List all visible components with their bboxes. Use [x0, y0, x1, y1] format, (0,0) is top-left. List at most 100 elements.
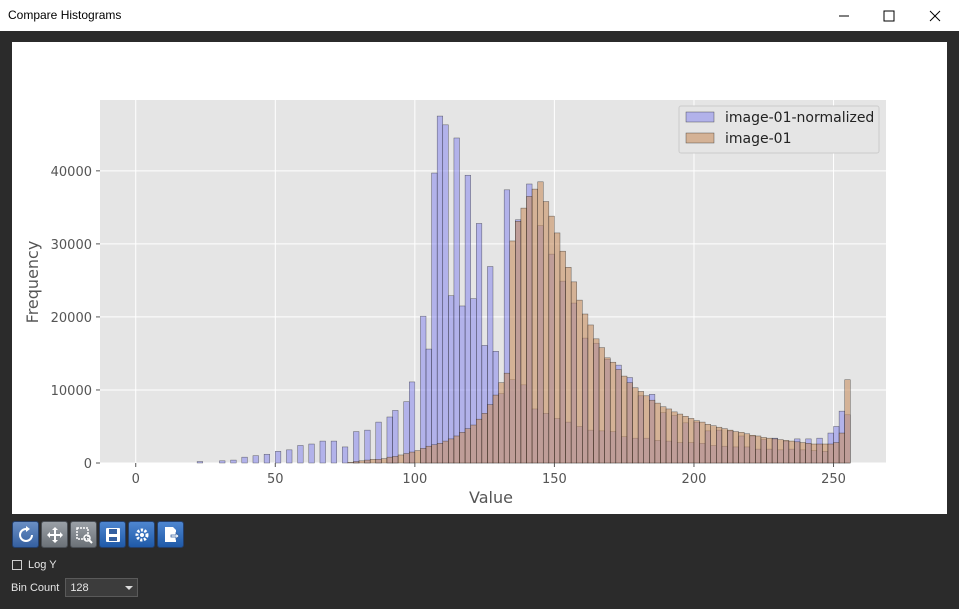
bar-original: [598, 347, 605, 464]
bar-original: [621, 375, 628, 464]
bar-original: [738, 432, 745, 464]
plot-toolbar: [12, 521, 184, 549]
bar-original: [794, 441, 801, 464]
bar-original: [403, 453, 410, 464]
bar-original: [654, 402, 661, 464]
bar-original: [448, 438, 455, 464]
bar-original: [704, 424, 711, 464]
bar-original: [710, 425, 717, 464]
bar-normalized: [252, 455, 259, 464]
bar-original: [660, 406, 667, 464]
bar-original: [358, 460, 365, 464]
bar-original: [464, 428, 471, 464]
bar-original: [386, 456, 393, 464]
bar-original: [783, 440, 790, 464]
bar-normalized: [230, 459, 237, 464]
bar-original: [827, 443, 834, 464]
window-title: Compare Histograms: [8, 8, 122, 22]
y-axis-label: Frequency: [23, 241, 42, 324]
y-tick-label: 20000: [51, 311, 92, 326]
bar-original: [844, 379, 851, 464]
chevron-down-icon: [125, 586, 134, 590]
bar-original: [727, 429, 734, 464]
zoom-button[interactable]: [70, 521, 97, 548]
bar-original: [554, 232, 561, 464]
bar-original: [526, 196, 533, 464]
x-tick-label: 100: [402, 472, 427, 487]
bar-original: [431, 444, 438, 464]
bar-normalized: [297, 445, 304, 464]
minimize-button[interactable]: [821, 0, 867, 31]
bar-original: [838, 432, 845, 464]
export-button[interactable]: [157, 521, 184, 548]
bar-normalized: [425, 348, 432, 464]
bar-original: [604, 357, 611, 464]
reset-icon: [18, 525, 33, 542]
bar-normalized: [241, 456, 248, 464]
bar-original: [721, 428, 728, 464]
reset-button[interactable]: [12, 521, 39, 548]
pan-button[interactable]: [41, 521, 68, 548]
save-button[interactable]: [99, 521, 126, 548]
bar-original: [755, 435, 762, 464]
x-axis-label: Value: [469, 488, 513, 507]
bar-original: [799, 442, 806, 464]
legend-label-original: image-01: [725, 131, 791, 147]
bar-original: [498, 382, 505, 464]
log-y-label: Log Y: [28, 559, 57, 571]
x-tick-label: 150: [542, 472, 567, 487]
bar-original: [375, 459, 382, 464]
bar-normalized: [196, 461, 203, 464]
bar-original: [515, 220, 522, 464]
bar-normalized: [219, 460, 226, 464]
bar-original: [476, 418, 483, 464]
bar-original: [531, 188, 538, 464]
bar-original: [414, 450, 421, 464]
bin-count-control: Bin Count 128: [11, 578, 139, 597]
y-tick-label: 40000: [51, 165, 92, 180]
bar-original: [749, 434, 756, 464]
legend-swatch-original: [685, 132, 715, 144]
bar-original: [481, 413, 488, 464]
bin-count-label: Bin Count: [11, 581, 60, 594]
y-tick-label: 0: [84, 457, 92, 472]
bar-original: [587, 324, 594, 464]
log-y-checkbox[interactable]: [12, 560, 22, 570]
y-tick-label: 30000: [51, 238, 92, 253]
settings-button[interactable]: [128, 521, 155, 548]
bar-original: [743, 433, 751, 464]
bar-normalized: [453, 137, 460, 464]
bar-original: [699, 421, 706, 464]
bar-original: [810, 443, 818, 464]
bin-count-select[interactable]: 128: [65, 578, 139, 597]
maximize-icon: [883, 10, 895, 21]
bar-original: [520, 207, 527, 464]
bar-original: [442, 440, 449, 464]
log-y-control: Log Y: [12, 559, 57, 571]
save-icon: [105, 527, 120, 542]
bar-original: [542, 201, 550, 464]
bar-original: [637, 391, 644, 464]
bar-original: [576, 299, 583, 464]
title-bar: Compare Histograms: [0, 0, 959, 31]
bar-original: [381, 458, 388, 464]
maximize-button[interactable]: [866, 0, 912, 31]
x-tick-label: 0: [132, 472, 140, 487]
bar-normalized: [448, 295, 455, 464]
bar-original: [409, 451, 416, 464]
bar-normalized: [431, 172, 438, 464]
bar-normalized: [375, 421, 382, 464]
bar-original: [593, 338, 600, 464]
bar-normalized: [420, 315, 427, 464]
bar-normalized: [319, 440, 326, 464]
bar-original: [833, 442, 840, 464]
close-button[interactable]: [912, 0, 958, 31]
x-tick-label: 200: [682, 472, 707, 487]
export-icon: [164, 526, 180, 542]
bar-original: [766, 437, 773, 464]
bar-original: [716, 426, 723, 464]
bar-original: [816, 443, 823, 464]
histogram-chart[interactable]: 0 50 100 150 200 250 0 10000 20000 30000 40000 Val…: [12, 42, 947, 514]
bar-original: [392, 456, 399, 464]
bar-original: [459, 432, 466, 464]
